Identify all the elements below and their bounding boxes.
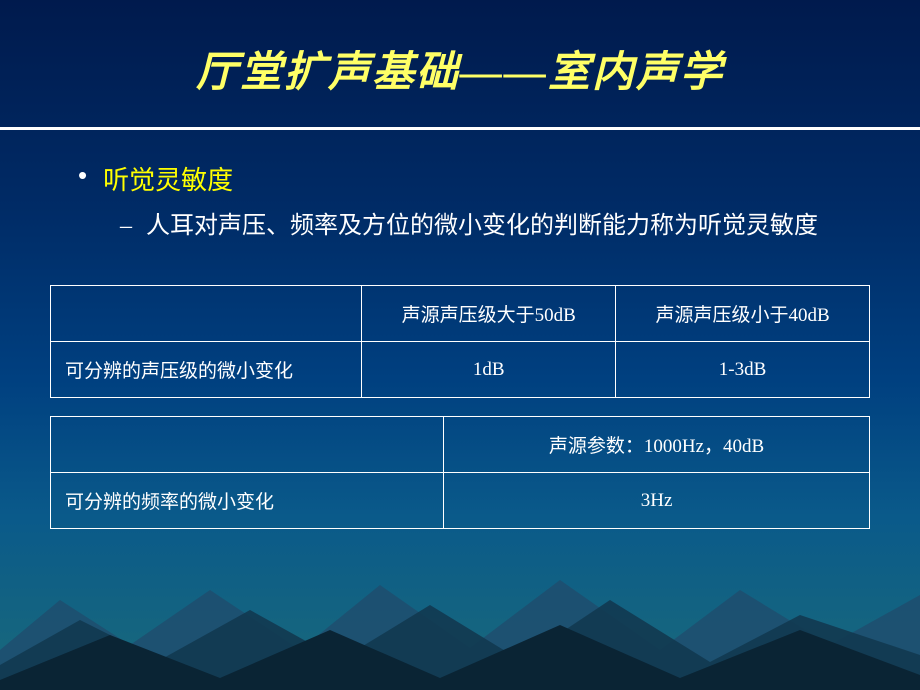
t1-h1: 声源声压级大于50dB (362, 286, 616, 342)
table-row: 可分辨的声压级的微小变化 1dB 1-3dB (51, 342, 870, 398)
t2-h0 (51, 417, 444, 473)
table-row: 声源声压级大于50dB 声源声压级小于40dB (51, 286, 870, 342)
table-row: 声源参数：1000Hz，40dB (51, 417, 870, 473)
mountain-backdrop (0, 530, 920, 690)
dash-icon: – (120, 207, 132, 245)
table-row: 可分辨的频率的微小变化 3Hz (51, 473, 870, 529)
t1-h0 (51, 286, 362, 342)
table-2: 声源参数：1000Hz，40dB 可分辨的频率的微小变化 3Hz (50, 416, 870, 529)
t1-r0: 可分辨的声压级的微小变化 (51, 342, 362, 398)
t1-r1: 1dB (362, 342, 616, 398)
bullet-dot-icon: • (78, 160, 87, 191)
table-1-wrap: 声源声压级大于50dB 声源声压级小于40dB 可分辨的声压级的微小变化 1dB… (50, 285, 870, 398)
bullet-label: 听觉灵敏度 (103, 160, 233, 197)
sub-bullet-item: – 人耳对声压、频率及方位的微小变化的判断能力称为听觉灵敏度 (120, 207, 850, 245)
table-1: 声源声压级大于50dB 声源声压级小于40dB 可分辨的声压级的微小变化 1dB… (50, 285, 870, 398)
t1-h2: 声源声压级小于40dB (616, 286, 870, 342)
slide-title: 厅堂扩声基础——室内声学 (0, 0, 920, 127)
content-area: • 听觉灵敏度 – 人耳对声压、频率及方位的微小变化的判断能力称为听觉灵敏度 (0, 130, 920, 245)
table-2-wrap: 声源参数：1000Hz，40dB 可分辨的频率的微小变化 3Hz (50, 416, 870, 529)
t1-r2: 1-3dB (616, 342, 870, 398)
sub-bullet-text: 人耳对声压、频率及方位的微小变化的判断能力称为听觉灵敏度 (146, 207, 818, 245)
t2-h1: 声源参数：1000Hz，40dB (444, 417, 870, 473)
bullet-item: • 听觉灵敏度 (70, 160, 850, 197)
t2-r1: 3Hz (444, 473, 870, 529)
t2-r0: 可分辨的频率的微小变化 (51, 473, 444, 529)
